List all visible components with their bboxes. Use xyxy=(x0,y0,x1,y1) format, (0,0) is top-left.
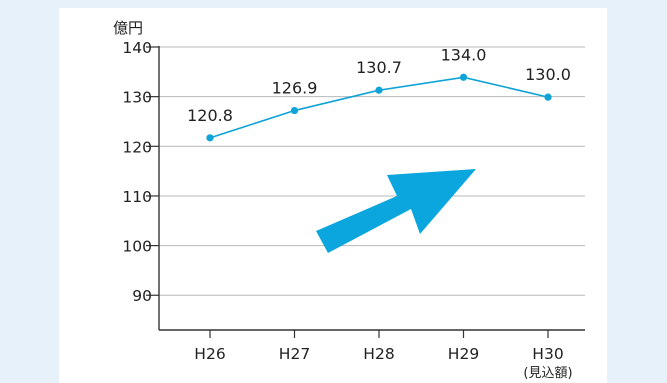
axes xyxy=(146,46,585,338)
trend-arrow-annotation xyxy=(316,169,476,253)
data-label-H27: 126.9 xyxy=(272,79,318,98)
data-label-H29: 134.0 xyxy=(441,45,487,64)
y-tick-label-90: 90 xyxy=(132,287,152,305)
y-tick-label-130: 130 xyxy=(122,89,152,107)
y-tick-label-140: 140 xyxy=(122,39,152,57)
y-axis-unit-label: 億円 xyxy=(113,19,143,37)
trend-arrow xyxy=(316,169,476,253)
x-tick-label-H27: H27 xyxy=(279,345,310,363)
y-tick-label-100: 100 xyxy=(122,238,152,256)
y-tick-label-120: 120 xyxy=(122,138,152,156)
chart-panel: 90 100 110 120 130 140 億円 H26 H27 H28 H29 H30 (見込額) 1… xyxy=(59,8,607,383)
y-tick-label-110: 110 xyxy=(122,188,152,206)
labels: 90 100 110 120 130 140 億円 H26 H27 H28 H29 H30 (見込額) 1… xyxy=(113,19,573,381)
series-polyline xyxy=(209,76,549,139)
x-tick-note-H30: (見込額) xyxy=(523,366,572,381)
data-point-H28 xyxy=(375,86,383,94)
data-label-H30: 130.0 xyxy=(525,65,571,84)
x-tick-label-H26: H26 xyxy=(194,345,225,363)
x-tick-label-H29: H29 xyxy=(448,345,479,363)
data-point-H29 xyxy=(459,73,468,81)
gridlines xyxy=(159,46,585,296)
data-label-H28: 130.7 xyxy=(356,58,402,77)
data-label-H26: 120.8 xyxy=(187,106,233,125)
data-point-H30 xyxy=(544,93,552,101)
data-point-H26 xyxy=(206,134,214,142)
line-chart: 90 100 110 120 130 140 億円 H26 H27 H28 H29 H30 (見込額) 1… xyxy=(113,19,585,381)
x-tick-label-H28: H28 xyxy=(363,345,394,363)
data-point-H27 xyxy=(290,106,299,115)
x-tick-label-H30: H30 xyxy=(532,345,563,363)
series-line xyxy=(206,73,552,142)
